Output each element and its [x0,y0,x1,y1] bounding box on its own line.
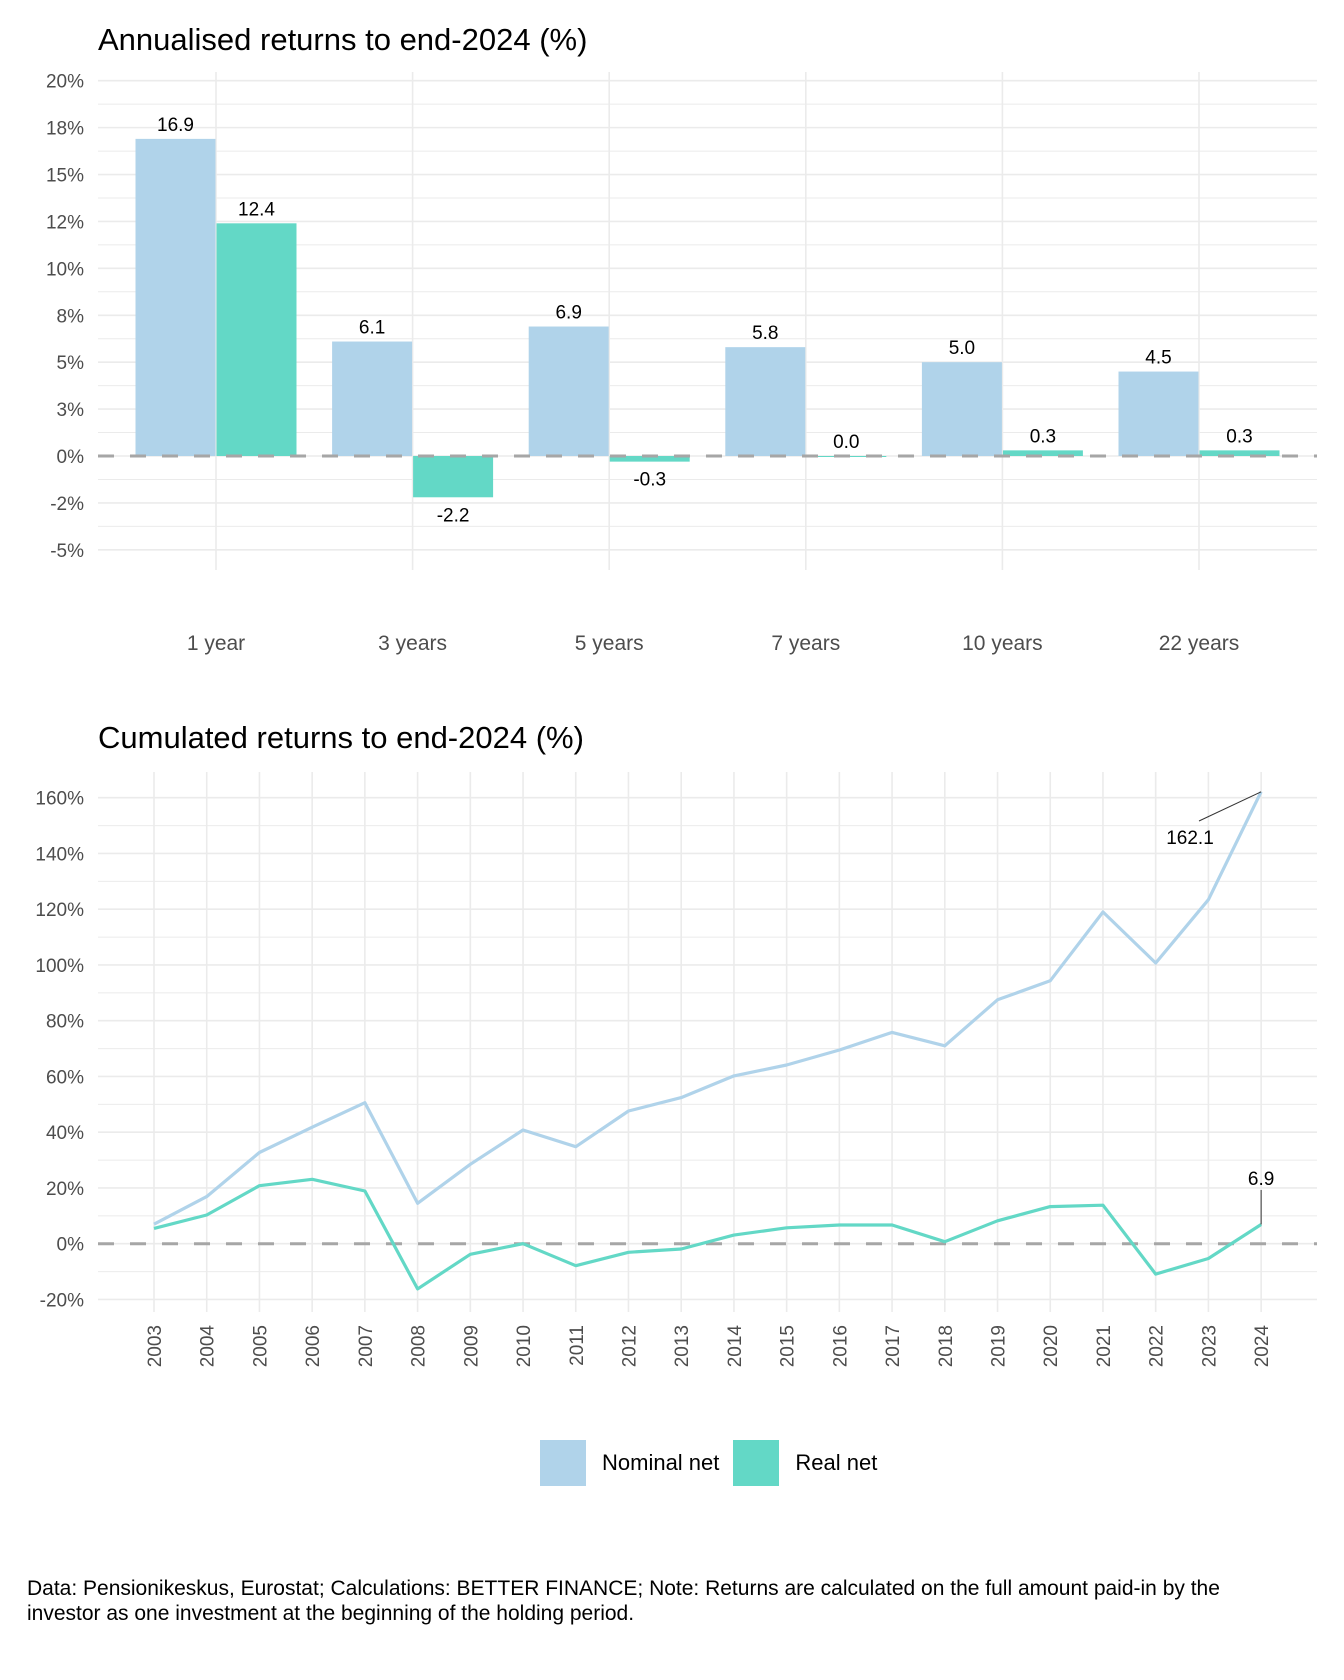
x-tick-label: 3 years [378,632,447,655]
legend-label-real: Real net [795,1450,878,1475]
y-tick-label: -5% [50,541,84,562]
bar-value-label: 5.8 [752,323,778,344]
y-tick-label: 18% [46,119,84,140]
bar-value-label: 16.9 [157,115,194,136]
x-tick-label: 2003 [145,1325,166,1367]
bar-value-label: 12.4 [238,199,275,220]
legend-label-nominal: Nominal net [602,1450,720,1475]
bar-value-label: -0.3 [633,470,666,491]
x-tick-label: 2013 [672,1325,693,1367]
legend-swatch-real [733,1440,780,1486]
x-tick-label: 22 years [1159,632,1240,655]
x-tick-label: 2019 [989,1325,1010,1367]
x-tick-label: 5 years [575,632,644,655]
x-tick-label: 2022 [1147,1325,1168,1367]
nominal-bar [725,347,806,456]
bar-value-label: 0.0 [833,432,859,453]
nominal-bar [921,362,1002,456]
real-bar [413,456,494,498]
bar-value-label: -2.2 [437,505,470,526]
nominal-net-line [153,791,1263,1226]
x-tick-label: 2023 [1199,1325,1220,1367]
x-tick-label: 2014 [725,1325,746,1368]
bar-value-label: 0.3 [1030,426,1056,447]
x-tick-label: 7 years [771,632,840,655]
real-net-line [153,1177,1262,1291]
x-tick-label: 2008 [409,1325,430,1367]
legend: Nominal net Real net [540,1440,891,1486]
y-tick-label: 5% [57,353,85,374]
bar-value-label: 0.3 [1226,426,1252,447]
y-tick-label: 0% [57,447,85,468]
y-tick-label: 10% [46,259,84,280]
cumulated-returns-line-chart: 160% 140% 120% 100% 80% 60% 40% 20% 0% -20% 162.1 6… [35,772,1317,1367]
real-bar [609,456,690,462]
bar-value-label: 4.5 [1145,348,1171,369]
y-tick-label: 20% [46,72,84,93]
y-tick-label: 100% [35,956,84,977]
y-tick-label: 120% [35,900,84,921]
x-tick-label: 1 year [187,632,245,655]
y-tick-label: 40% [46,1123,84,1144]
x-tick-label: 2011 [567,1325,588,1366]
x-tick-label: 2018 [936,1325,957,1367]
x-tick-label: 2017 [883,1325,904,1367]
x-tick-label: 2012 [619,1325,640,1367]
bar-value-label: 6.9 [555,303,581,324]
y-tick-label: -2% [50,494,84,515]
nominal-bar [1118,371,1199,456]
y-tick-label: -20% [40,1290,84,1311]
cumulated-chart-title: Cumulated returns to end-2024 (%) [98,720,584,755]
real-bar [1002,450,1083,456]
y-tick-label: 0% [57,1235,85,1256]
x-tick-label: 2004 [198,1325,219,1368]
annotation-label-nominal: 162.1 [1166,828,1214,849]
nominal-bar [332,341,413,456]
x-tick-label: 2005 [250,1325,271,1367]
annualised-chart-title: Annualised returns to end-2024 (%) [98,22,588,57]
x-tick-label: 2009 [461,1325,482,1367]
x-tick-label: 2015 [778,1325,799,1367]
real-bar [216,223,297,456]
bar-value-label: 6.1 [359,318,385,339]
legend-item-nominal: Nominal net [540,1440,719,1486]
y-tick-label: 12% [46,212,84,233]
y-tick-label: 15% [46,166,84,187]
x-tick-label: 2006 [303,1325,324,1367]
x-tick-label: 2016 [830,1325,851,1367]
bar-value-label: 5.0 [949,338,975,359]
annualised-returns-bar-chart: 20% 18% 15% 12% 10% 8% 5% 3% 0% -2% -5% 16.9 6.1 6.9 5… [46,72,1317,655]
nominal-bar [528,326,609,456]
legend-swatch-nominal [540,1440,586,1486]
y-tick-label: 80% [46,1012,84,1033]
x-tick-label: 2024 [1252,1325,1273,1368]
legend-item-real: Real net [733,1440,877,1486]
x-tick-label: 2021 [1094,1325,1115,1367]
x-tick-label: 2010 [514,1325,535,1367]
y-tick-label: 8% [57,306,85,327]
y-tick-label: 160% [35,789,84,810]
y-tick-label: 60% [46,1067,84,1088]
y-tick-label: 20% [46,1179,84,1200]
x-tick-label: 2020 [1041,1325,1062,1367]
y-tick-label: 3% [57,400,85,421]
real-bar [1199,450,1280,456]
x-tick-label: 2007 [356,1325,377,1367]
x-tick-label: 10 years [962,632,1043,655]
annotation-label-real: 6.9 [1248,1169,1274,1190]
y-tick-label: 140% [35,844,84,865]
nominal-bar [135,138,216,456]
annotation-leader-nominal [1198,791,1262,822]
source-note: Data: Pensionikeskus, Eurostat; Calculat… [27,1577,1220,1625]
